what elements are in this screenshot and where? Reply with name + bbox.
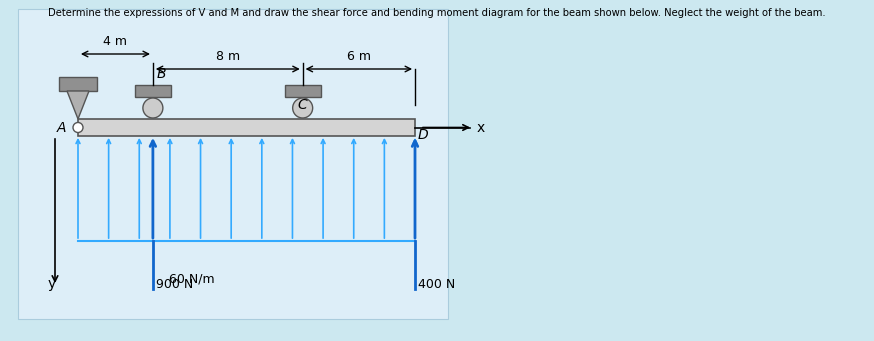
Bar	[18, 9, 448, 319]
Text: 60 N/m: 60 N/m	[169, 273, 214, 286]
Circle shape	[293, 98, 313, 118]
Text: 6 m: 6 m	[347, 50, 371, 63]
Circle shape	[142, 98, 163, 118]
Circle shape	[73, 122, 83, 133]
Text: 400 N: 400 N	[418, 278, 455, 291]
Bar	[285, 85, 321, 97]
Text: D: D	[418, 128, 428, 142]
Text: 900 N: 900 N	[156, 278, 193, 291]
Text: x: x	[477, 120, 485, 134]
Text: 4 m: 4 m	[103, 35, 128, 48]
Bar	[78, 119, 415, 136]
Text: y: y	[48, 277, 56, 291]
Polygon shape	[67, 91, 89, 119]
Text: Determine the expressions of V and M and draw the shear force and bending moment: Determine the expressions of V and M and…	[48, 8, 826, 18]
Text: A: A	[57, 120, 66, 134]
Bar	[135, 85, 171, 97]
Text: 8 m: 8 m	[216, 50, 239, 63]
Text: C: C	[298, 98, 308, 112]
Text: B: B	[157, 67, 166, 81]
Bar	[59, 77, 97, 91]
